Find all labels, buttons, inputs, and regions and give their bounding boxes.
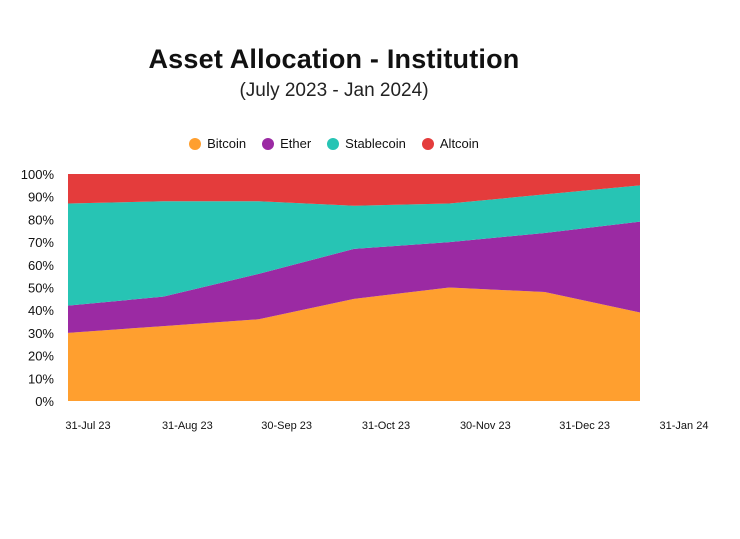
legend-item-ether[interactable]: Ether	[262, 136, 311, 151]
legend-swatch-stablecoin	[327, 137, 340, 150]
x-tick-label: 31-Dec 23	[559, 420, 610, 432]
legend-label-altcoin: Altcoin	[439, 136, 479, 151]
y-tick-label: 50%	[28, 281, 54, 296]
y-tick-label: 90%	[28, 190, 54, 205]
legend-item-stablecoin[interactable]: Stablecoin	[327, 136, 406, 151]
x-tick-label: 30-Sep 23	[261, 420, 312, 432]
y-tick-label: 20%	[28, 349, 54, 364]
legend-label-ether: Ether	[280, 136, 312, 151]
y-tick-label: 60%	[28, 258, 54, 273]
x-tick-label: 31-Aug 23	[162, 420, 213, 432]
y-tick-label: 70%	[28, 235, 54, 250]
area-bitcoin	[68, 287, 640, 401]
legend-item-bitcoin[interactable]: Bitcoin	[189, 136, 246, 151]
y-tick-label: 10%	[28, 371, 54, 386]
y-tick-label: 30%	[28, 326, 54, 341]
x-tick-label: 31-Jul 23	[65, 420, 110, 432]
y-tick-label: 40%	[28, 303, 54, 318]
legend-label-stablecoin: Stablecoin	[345, 136, 406, 151]
chart-title: Asset Allocation - Institution	[148, 44, 520, 74]
x-tick-label: 31-Jan 24	[660, 420, 709, 432]
x-tick-label: 30-Nov 23	[460, 420, 511, 432]
area-altcoin	[68, 174, 640, 206]
legend: Bitcoin Ether Stablecoin Altcoin	[0, 136, 668, 151]
legend-swatch-altcoin	[421, 137, 434, 150]
y-tick-label: 100%	[21, 167, 55, 182]
legend-swatch-bitcoin	[189, 137, 202, 150]
legend-item-altcoin[interactable]: Altcoin	[421, 136, 479, 151]
x-tick-label: 31-Oct 23	[362, 420, 410, 432]
area-ether	[68, 221, 640, 333]
chart-subtitle: (July 2023 - Jan 2024)	[239, 80, 429, 101]
legend-label-bitcoin: Bitcoin	[207, 136, 247, 151]
y-tick-label: 80%	[28, 212, 54, 227]
y-tick-label: 0%	[35, 394, 54, 409]
legend-swatch-ether	[262, 137, 275, 150]
area-stablecoin	[68, 185, 640, 306]
